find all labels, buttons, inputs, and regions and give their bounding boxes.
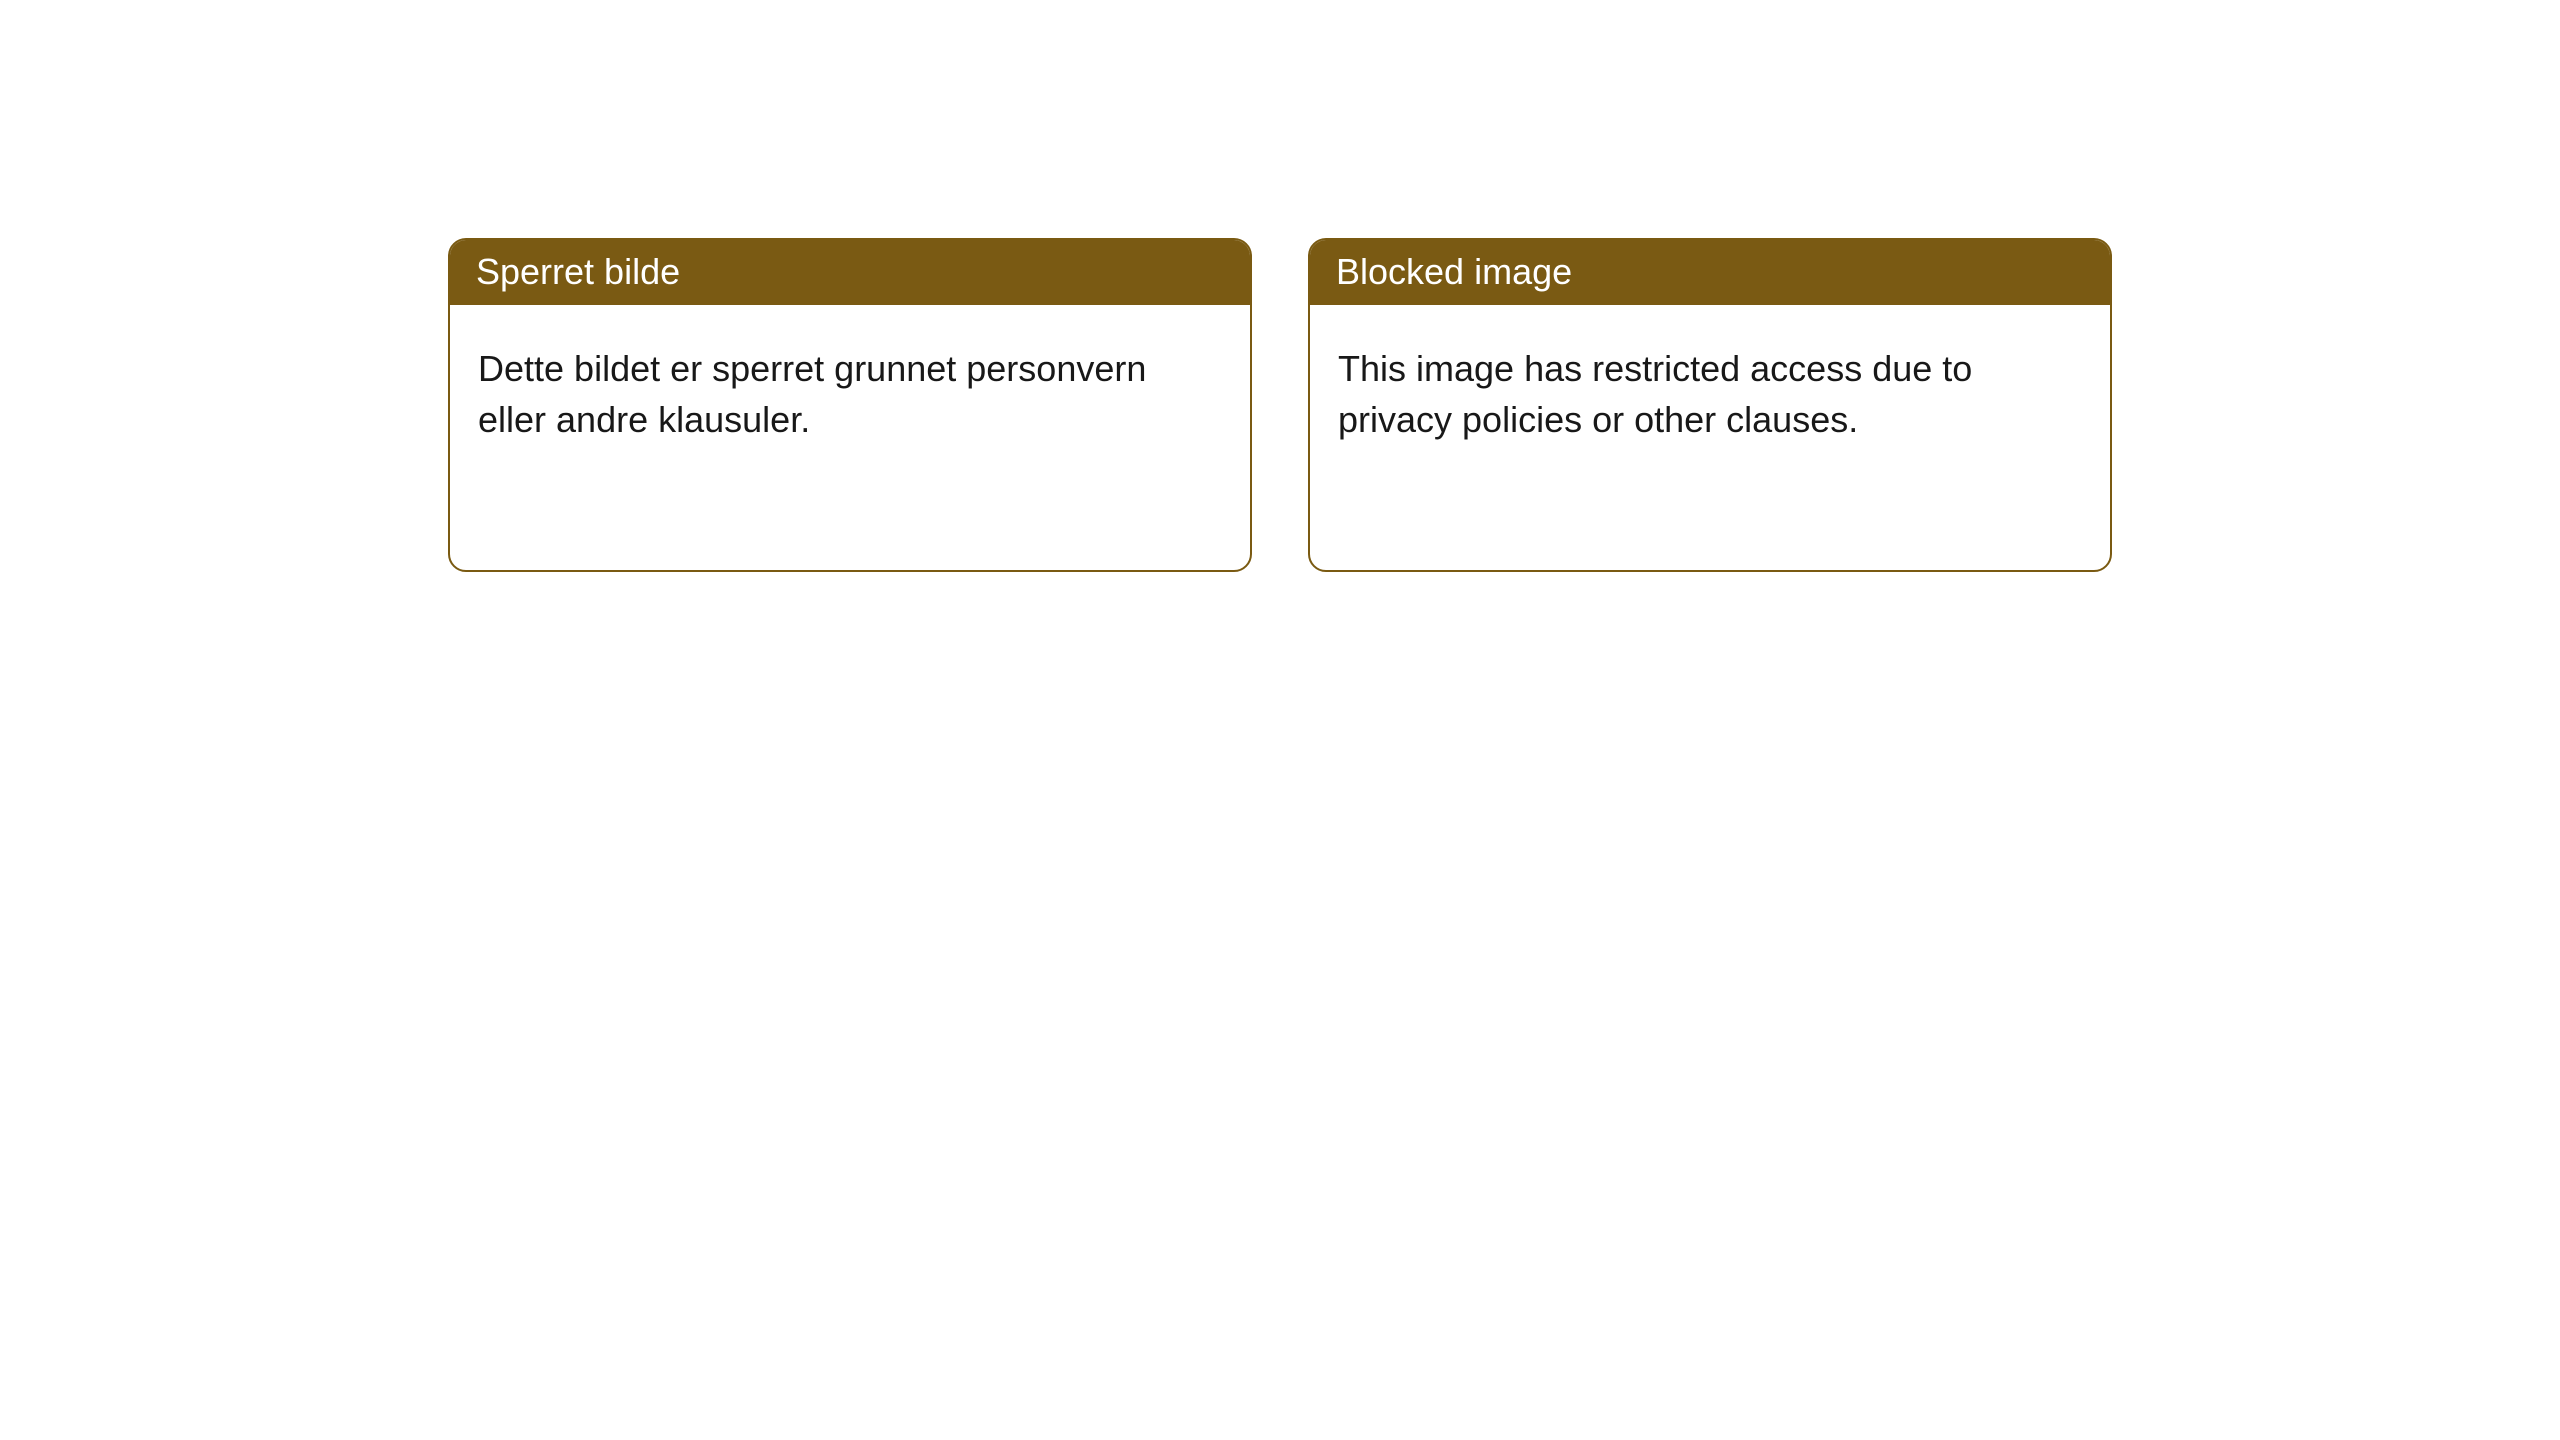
notice-container: Sperret bilde Dette bildet er sperret gr… — [0, 0, 2560, 572]
blocked-image-card-norwegian: Sperret bilde Dette bildet er sperret gr… — [448, 238, 1252, 572]
card-body-norwegian: Dette bildet er sperret grunnet personve… — [450, 305, 1250, 473]
card-title-norwegian: Sperret bilde — [450, 240, 1250, 305]
card-body-english: This image has restricted access due to … — [1310, 305, 2110, 473]
card-title-english: Blocked image — [1310, 240, 2110, 305]
blocked-image-card-english: Blocked image This image has restricted … — [1308, 238, 2112, 572]
